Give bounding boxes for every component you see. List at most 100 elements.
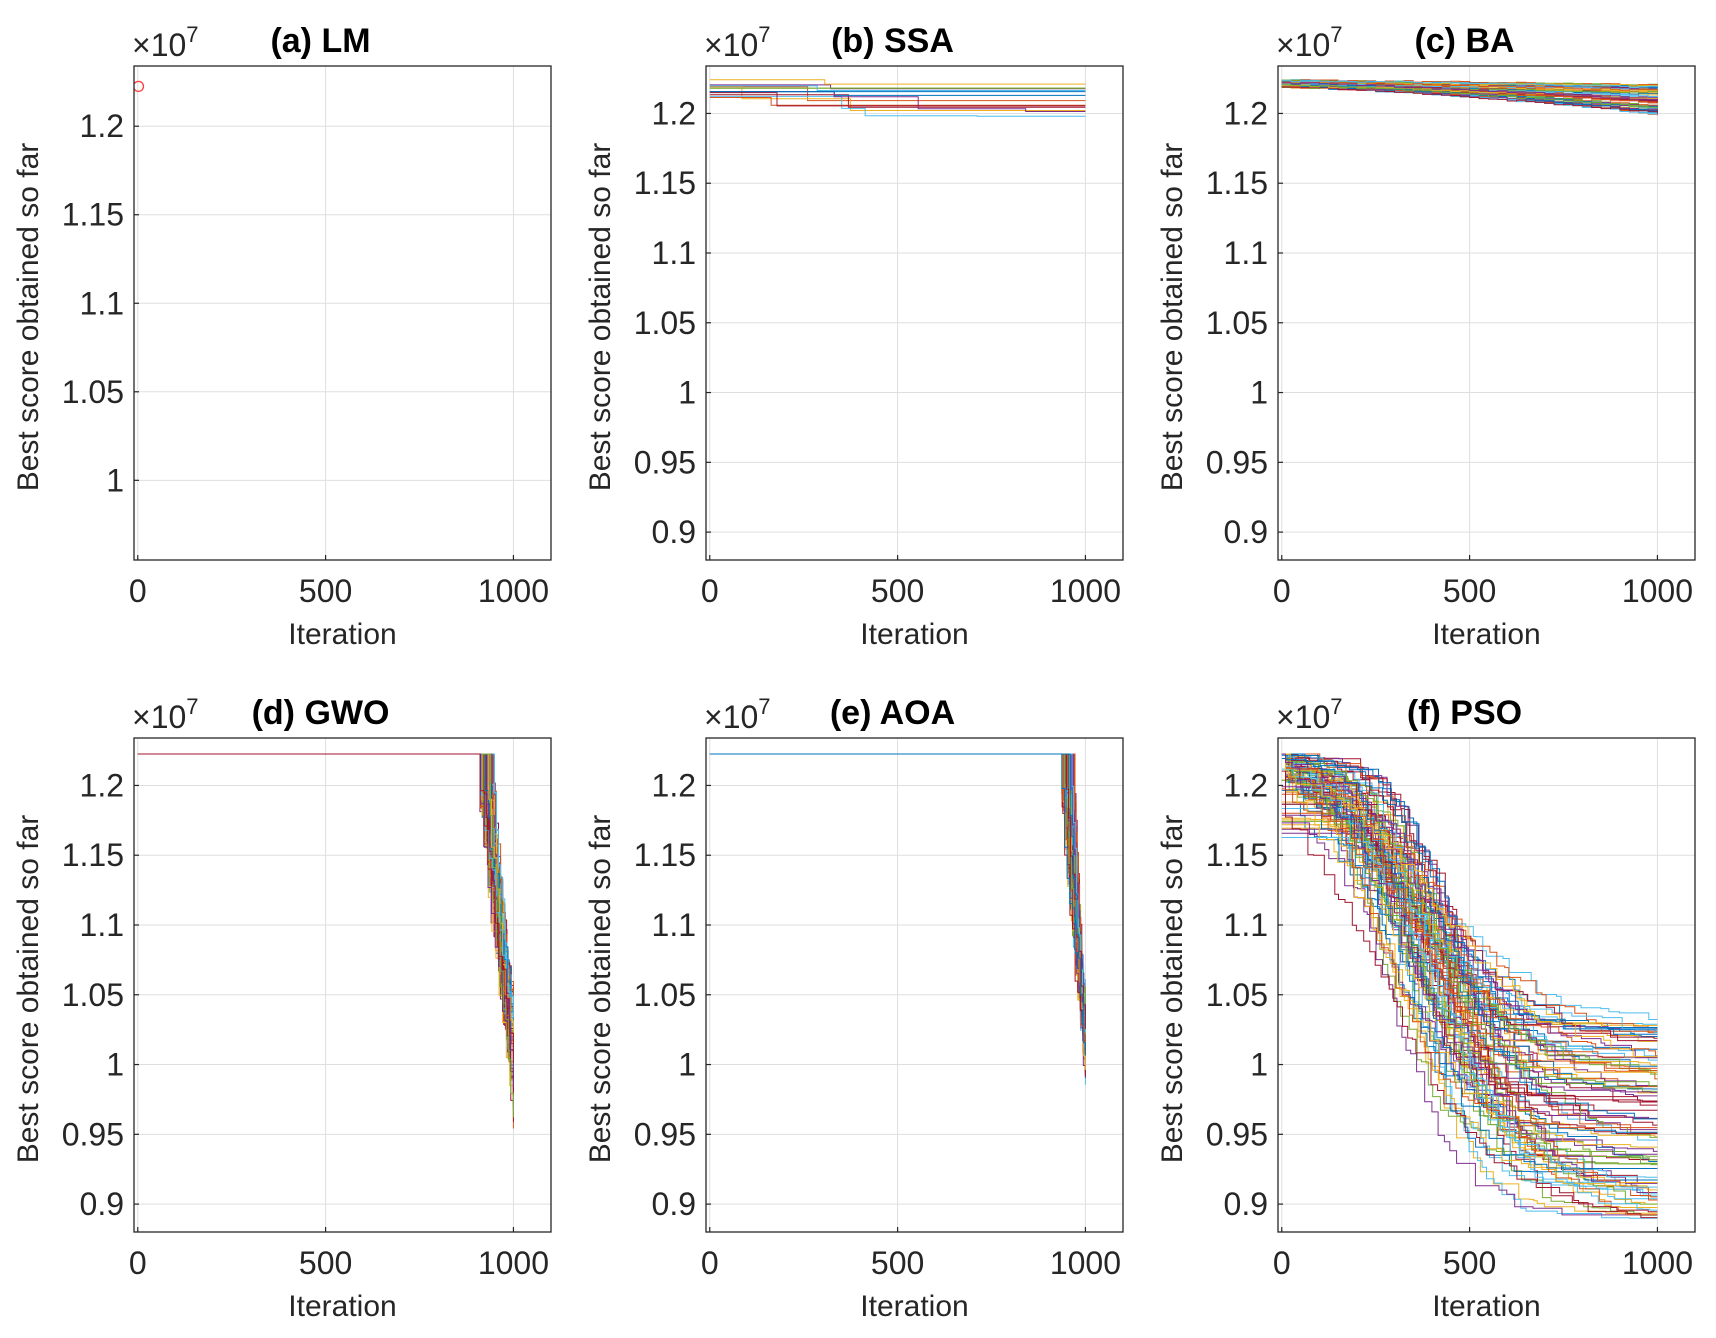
series-line [137,753,514,1118]
x-tick-label: 500 [871,1245,924,1281]
chart-title: (e) AOA [830,694,955,732]
y-multiplier: ×107 [1276,22,1343,63]
axes-box [1277,65,1696,561]
ticks: 0 500 1000 0.9 0.95 1 1.05 1.1 1.15 1.2 [1206,95,1693,609]
chart-title: (d) GWO [252,694,390,732]
grid-lines [706,66,1123,560]
ticks: 0 500 1000 0.9 0.95 1 1.05 1.1 1.15 1.2 [62,767,549,1281]
series-line [709,94,1086,108]
y-tick-label: 1.15 [1206,837,1268,873]
series-lines [137,753,514,1129]
grid-lines [706,738,1123,1232]
y-tick-label: 1.15 [62,197,124,233]
y-axis-label: Best score obtained so far [12,143,45,492]
plot-area [134,738,551,1232]
series-line [709,753,1086,1031]
y-tick-label: 1.1 [80,907,124,943]
chart-title: (b) SSA [831,22,954,60]
series-line [709,85,1086,91]
x-tick-label: 0 [701,1245,719,1281]
x-tick-label: 1000 [1622,1245,1693,1281]
series-line [1281,753,1658,1097]
series-line [1281,770,1658,1111]
series-line [1281,753,1658,1169]
series-line [709,91,1086,112]
series-line [1281,812,1658,1088]
x-axis-label: Iteration [288,1290,396,1323]
y-axis-label: Best score obtained so far [584,815,617,1164]
series-line [1281,753,1658,1135]
y-tick-label: 1.2 [80,108,124,144]
y-tick-label: 0.9 [80,1186,124,1222]
series-line [1281,753,1658,1093]
x-tick-label: 0 [701,573,719,609]
x-tick-label: 500 [1443,573,1496,609]
y-tick-label: 1.15 [634,837,696,873]
x-tick-label: 1000 [478,1245,549,1281]
series-line [1281,80,1658,88]
series-line [709,753,1086,1033]
series-line [709,97,1086,106]
series-line [709,753,1086,1029]
chart-title: (c) BA [1414,22,1514,60]
plot-area [706,66,1123,560]
panel-gwo: 0 500 1000 0.9 0.95 1 1.05 1.1 1.15 1.2 (d) GWO I… [12,694,552,1323]
y-tick-label: 1 [1250,1047,1268,1083]
y-tick-label: 1 [678,1047,696,1083]
x-tick-label: 500 [299,573,352,609]
series-line [1281,753,1658,1039]
y-tick-label: 1.2 [652,95,696,131]
plot-area [134,66,551,560]
series-line [1281,817,1658,1148]
grid-lines [134,66,551,560]
series-line [709,95,1086,117]
y-multiplier-exponent: 7 [1330,22,1342,47]
y-tick-label: 1.2 [1224,767,1268,803]
panel-aoa: 0 500 1000 0.9 0.95 1 1.05 1.1 1.15 1.2 (e) AOA I… [584,694,1124,1323]
y-tick-label: 1.2 [80,767,124,803]
data-marker [134,80,145,93]
y-tick-label: 1.05 [62,374,124,410]
series-line [709,79,1086,85]
y-tick-label: 0.9 [1224,514,1268,550]
axes-box [133,65,552,561]
series-line [137,753,514,1027]
series-line [1281,753,1658,1216]
y-multiplier-base: ×10 [704,699,758,735]
axes-box [133,737,552,1233]
y-tick-label: 0.95 [62,1116,124,1152]
y-tick-label: 1.2 [652,767,696,803]
y-multiplier-exponent: 7 [758,694,770,719]
series-lines [134,80,145,93]
series-line [1281,753,1658,1069]
y-tick-label: 1.1 [1224,907,1268,943]
series-line [1281,801,1658,1138]
chart-title: (f) PSO [1407,694,1522,732]
axes-box [705,737,1124,1233]
series-lines [709,753,1086,1085]
series-line [709,753,1086,1056]
y-tick-label: 0.9 [652,514,696,550]
x-tick-label: 0 [129,573,147,609]
y-axis-label: Best score obtained so far [12,815,45,1164]
y-tick-label: 1 [106,462,124,498]
x-tick-label: 1000 [1050,573,1121,609]
y-tick-label: 1 [106,1047,124,1083]
y-tick-label: 1.1 [80,285,124,321]
ticks: 0 500 1000 0.9 0.95 1 1.05 1.1 1.15 1.2 [634,95,1121,609]
series-line [1281,84,1658,109]
x-axis-label: Iteration [1432,618,1540,651]
y-tick-label: 1.1 [652,907,696,943]
series-line [709,86,1086,102]
series-line [1281,753,1658,1120]
axes-box [705,65,1124,561]
x-tick-label: 0 [1273,573,1291,609]
x-axis-label: Iteration [860,618,968,651]
x-tick-label: 0 [1273,1245,1291,1281]
x-tick-label: 1000 [478,573,549,609]
y-tick-label: 1.05 [62,977,124,1013]
y-multiplier: ×107 [704,22,771,63]
series-line [1281,753,1658,1166]
grid-lines [134,738,551,1232]
